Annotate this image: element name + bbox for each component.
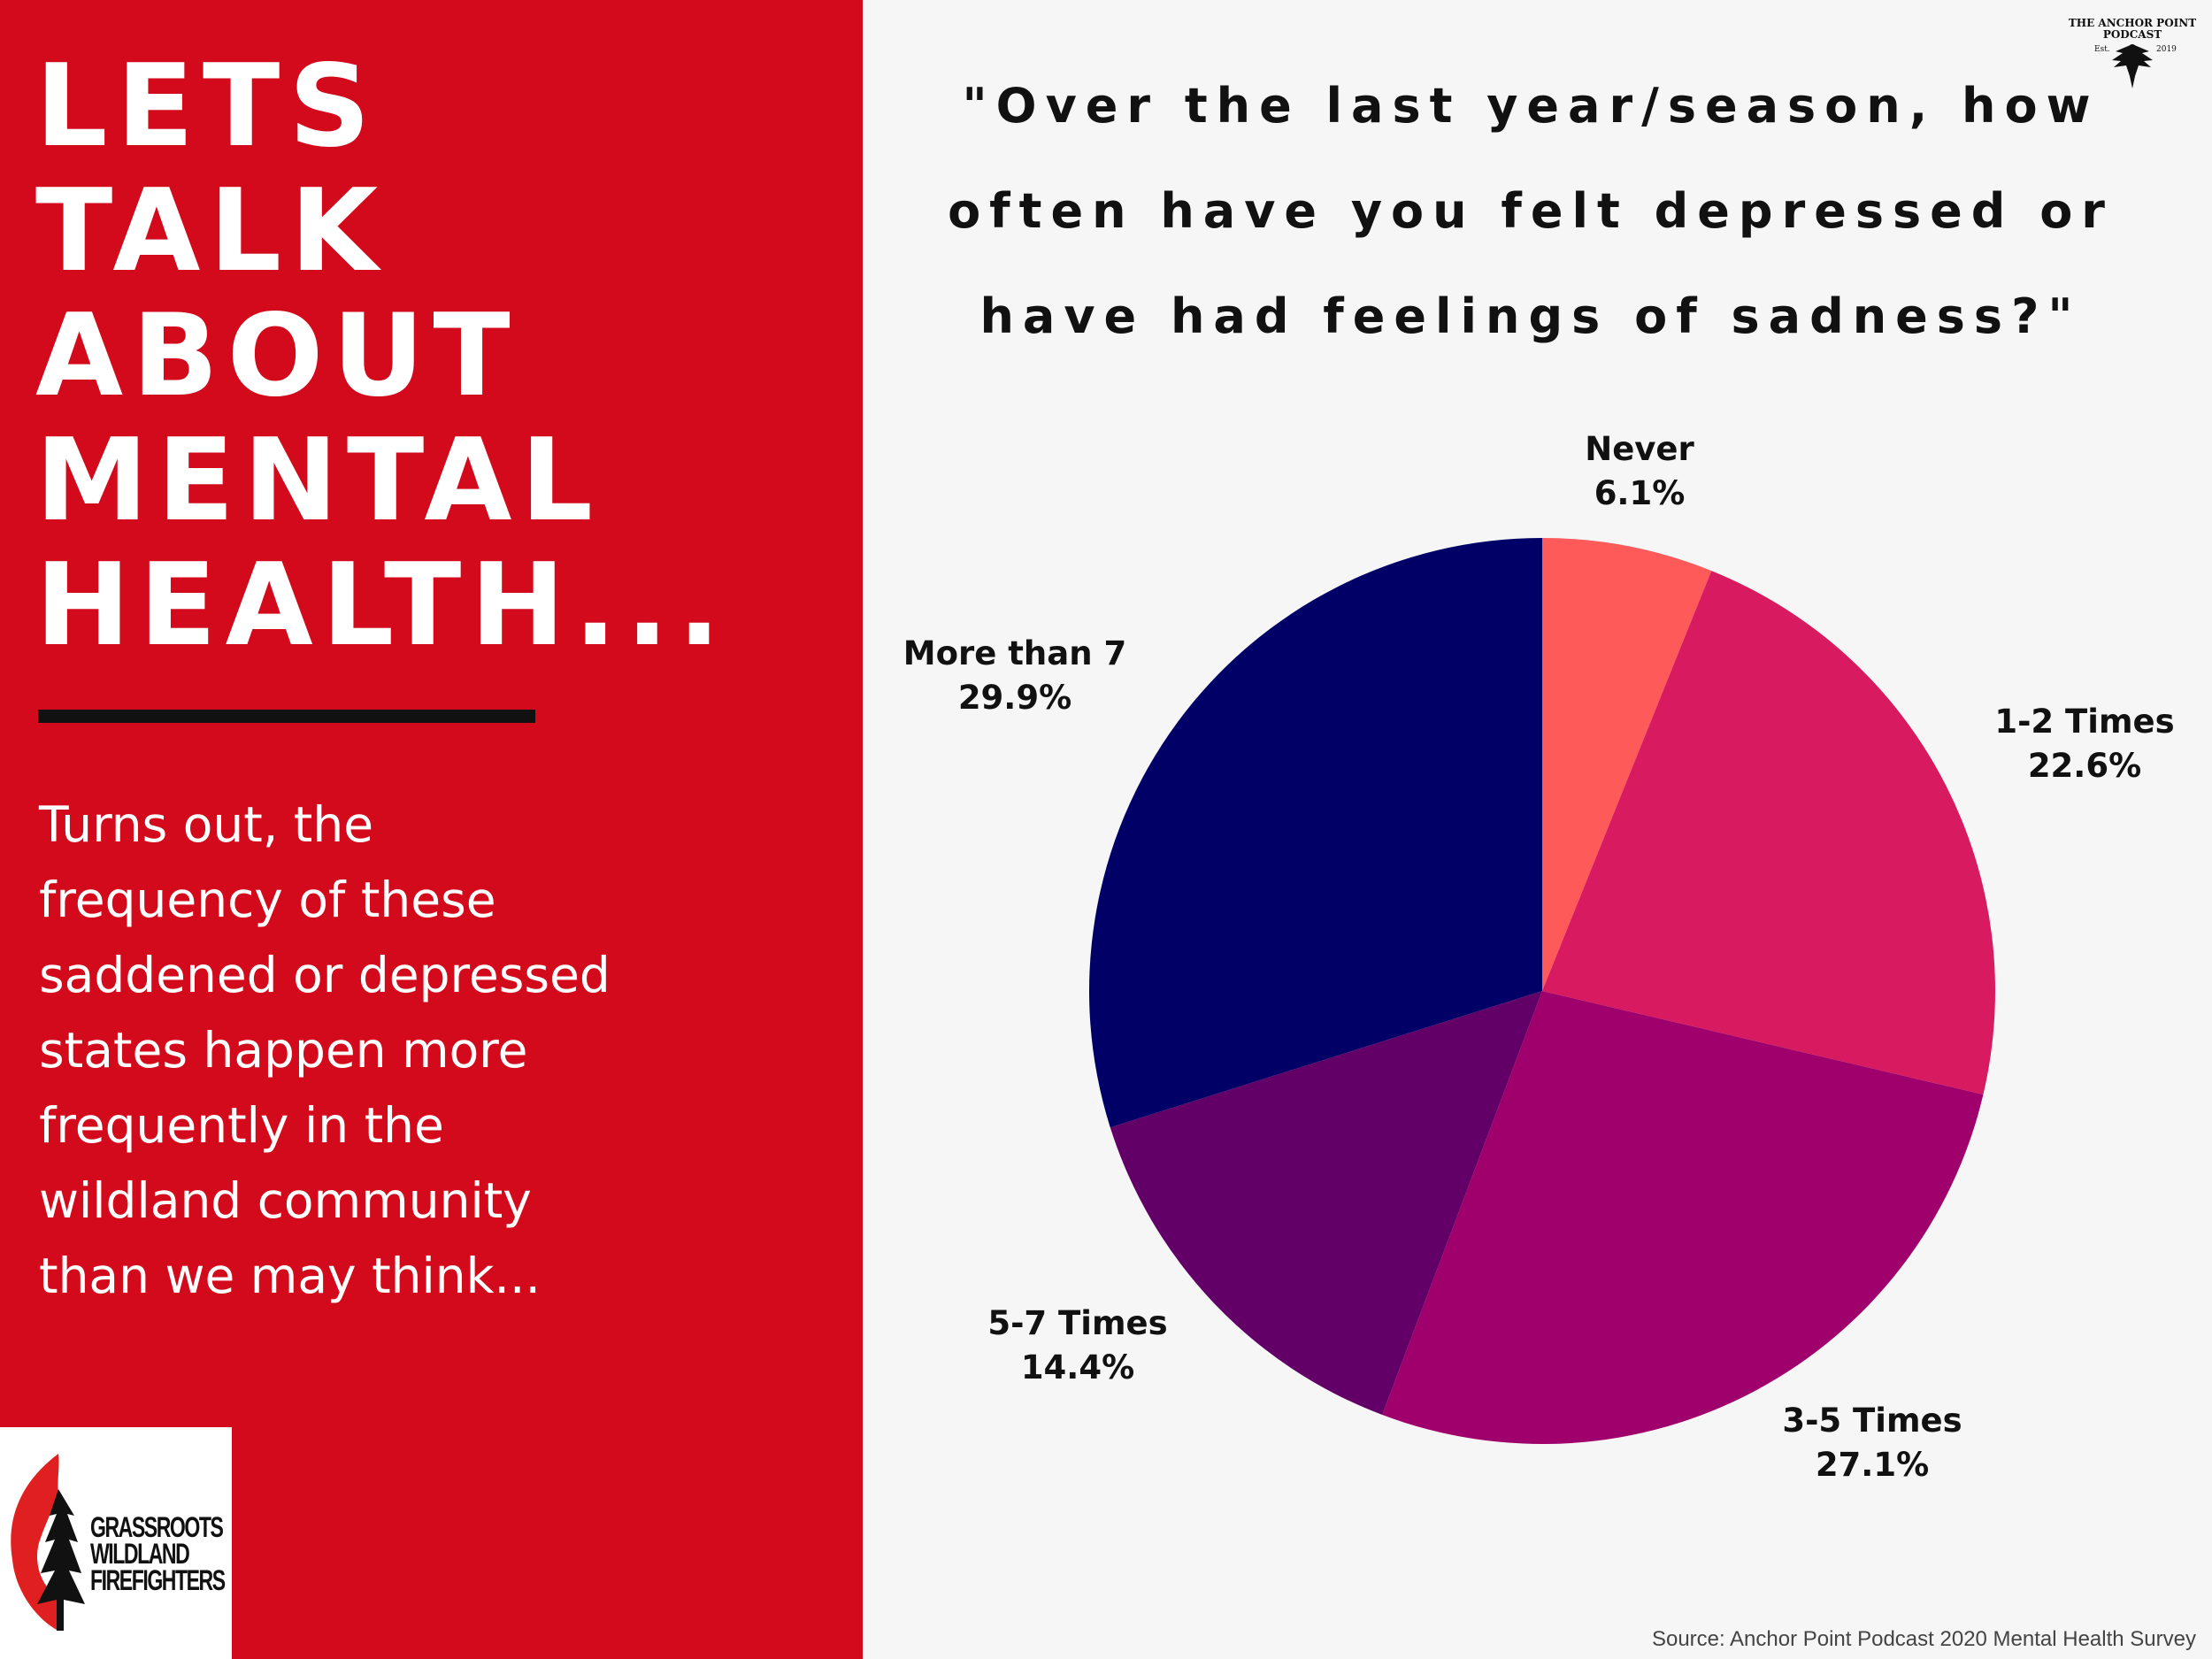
- brand-title: THE ANCHOR POINT PODCAST: [2057, 18, 2208, 41]
- body-line: Turns out, the: [39, 796, 374, 853]
- logo-line: GRASSROOTS: [90, 1511, 224, 1543]
- headline-line: LETS: [35, 41, 380, 173]
- body-line: than we may think...: [39, 1248, 541, 1304]
- eagle-axe-icon: Est. 2019: [2094, 44, 2177, 88]
- body-line: saddened or depressed: [39, 947, 611, 1003]
- brand-line: PODCAST: [2102, 28, 2162, 41]
- logo-line: FIREFIGHTERS: [90, 1564, 226, 1596]
- anchor-point-logo: THE ANCHOR POINT PODCAST Est. 2019: [2057, 12, 2208, 94]
- brand-est: Est.: [2094, 45, 2110, 54]
- divider: [38, 710, 535, 723]
- headline-line: HEALTH...: [35, 540, 730, 672]
- body-line: frequency of these: [39, 872, 496, 928]
- pie-slices: [1088, 537, 1996, 1444]
- slice-value-label: 29.9%: [958, 679, 1071, 717]
- pie-slice-1-2-times: [1542, 571, 1996, 1095]
- chart-title: "Over the last year/season, how often ha…: [911, 53, 2150, 369]
- pie-slice-more-than-7: [1088, 538, 1542, 1128]
- slice-category-label: 3-5 Times: [1782, 1402, 1962, 1440]
- pie-slice-5-7-times: [1110, 991, 1542, 1416]
- body-paragraph: Turns out, the frequency of these sadden…: [39, 787, 729, 1314]
- logo-line: WILDLAND: [90, 1538, 190, 1570]
- pie-slice-3-5-times: [1382, 991, 1984, 1444]
- body-line: states happen more: [39, 1022, 528, 1079]
- slice-value-label: 27.1%: [1816, 1446, 1929, 1484]
- sidebar-panel: LETS TALK ABOUT MENTAL HEALTH... Turns o…: [0, 0, 863, 1659]
- grassroots-logo: GRASSROOTS WILDLAND FIREFIGHTERS: [0, 1427, 232, 1659]
- headline-line: TALK: [35, 165, 388, 297]
- body-line: wildland community: [39, 1172, 532, 1229]
- brand-year: 2019: [2156, 45, 2177, 54]
- body-line: frequently in the: [39, 1097, 444, 1154]
- slice-category-label: 1-2 Times: [1994, 703, 2174, 741]
- slice-category-label: Never: [1585, 430, 1694, 468]
- slice-value-label: 14.4%: [1021, 1348, 1134, 1386]
- headline-line: MENTAL: [35, 415, 602, 547]
- slice-category-label: More than 7: [903, 634, 1126, 672]
- headline: LETS TALK ABOUT MENTAL HEALTH...: [35, 44, 729, 668]
- pie-labels: Never 6.1% 1-2 Times 22.6% 3-5 Times 27.1% 5-7…: [903, 430, 2175, 1484]
- slice-value-label: 22.6%: [2028, 747, 2141, 785]
- chart-title-line: have had feelings of sadness?": [979, 288, 2082, 344]
- brand-line: THE ANCHOR POINT: [2068, 17, 2197, 29]
- headline-line: ABOUT: [35, 290, 519, 422]
- logo-wordmark: GRASSROOTS WILDLAND FIREFIGHTERS: [90, 1511, 226, 1596]
- slice-category-label: 5-7 Times: [987, 1304, 1167, 1342]
- chart-title-line: "Over the last year/season, how: [962, 78, 2100, 134]
- slice-value-label: 6.1%: [1594, 474, 1686, 512]
- pie-slice-never: [1542, 537, 1712, 991]
- flame-tree-icon: [11, 1454, 85, 1631]
- chart-title-line: often have you felt depressed or: [948, 183, 2114, 239]
- source-note: Source: Anchor Point Podcast 2020 Mental…: [1651, 1627, 2196, 1651]
